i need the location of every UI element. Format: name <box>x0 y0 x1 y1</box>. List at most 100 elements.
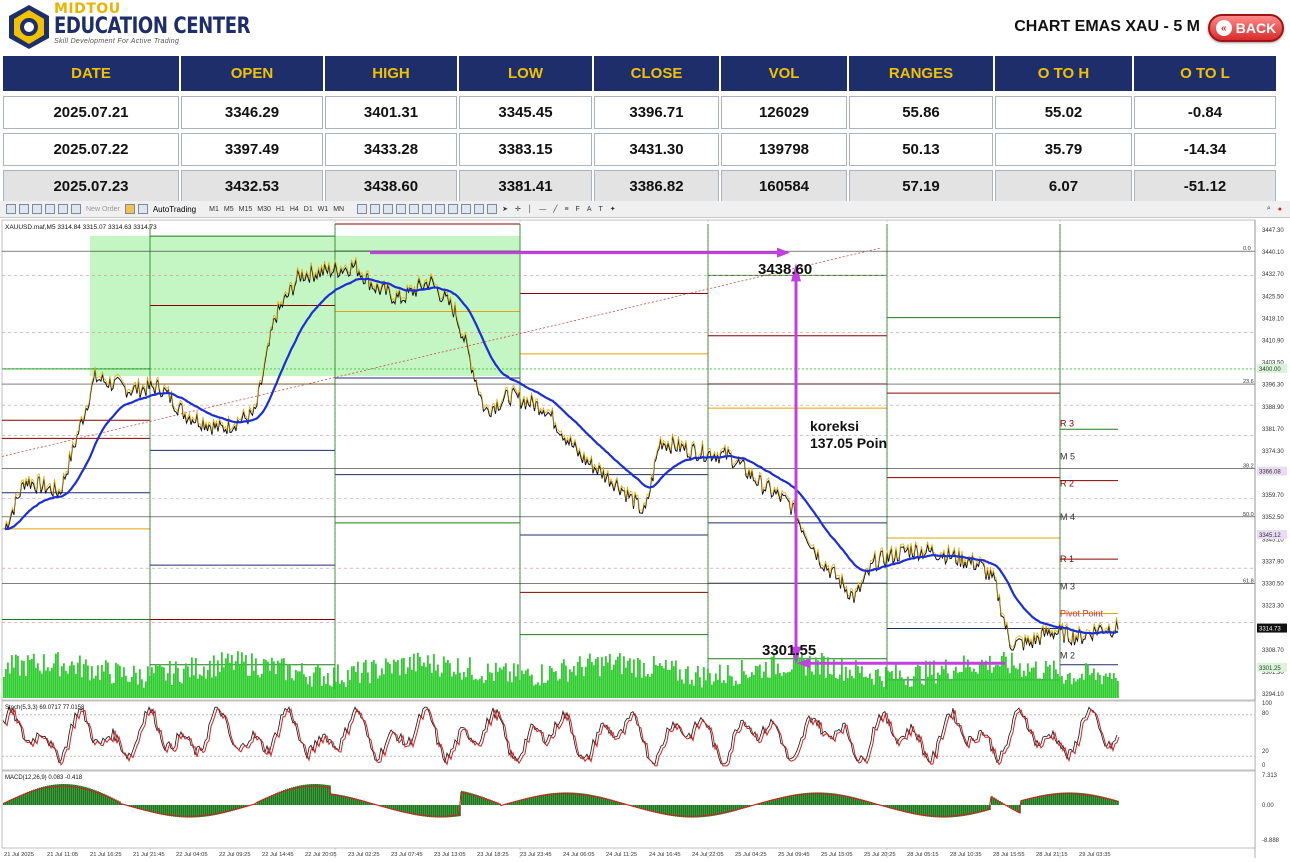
volume-bar <box>339 683 341 698</box>
search-icon[interactable]: ⌕ <box>1266 205 1271 212</box>
volume-bar <box>255 658 257 698</box>
timeframe-mn[interactable]: MN <box>333 205 345 213</box>
volume-bar <box>27 655 29 698</box>
volume-bar <box>175 661 177 698</box>
macd-bar <box>575 792 577 805</box>
volume-bar <box>73 665 75 698</box>
indicators-icon[interactable] <box>461 204 472 214</box>
templates-icon[interactable] <box>487 204 498 214</box>
autotrading-button[interactable]: AutoTrading <box>152 204 197 214</box>
profiles-icon[interactable] <box>19 204 29 214</box>
volume-bar <box>945 659 947 698</box>
shapes-icon[interactable]: ✦ <box>609 206 616 213</box>
close-icon[interactable]: ● <box>1277 205 1282 213</box>
macd-bar <box>893 805 895 810</box>
volume-bar <box>655 664 657 698</box>
signals-icon[interactable] <box>137 204 148 214</box>
macd-bar <box>1091 794 1093 805</box>
price-tick: 3432.70 <box>1262 272 1284 278</box>
macd-bar <box>517 800 519 805</box>
timeframe-h4[interactable]: H4 <box>289 205 299 213</box>
zoom-in-icon[interactable] <box>396 204 407 214</box>
time-label: 25 Jul 04:25 <box>735 852 767 858</box>
new-chart-icon[interactable] <box>6 204 16 214</box>
timeframe-h1[interactable]: H1 <box>275 205 285 213</box>
macd-bar <box>607 798 609 805</box>
volume-bar <box>1011 652 1013 698</box>
periods-icon[interactable] <box>474 204 485 214</box>
vertical-line-icon[interactable]: │ <box>527 205 533 213</box>
volume-bar <box>507 681 509 698</box>
timeframe-m1[interactable]: M1 <box>209 205 219 213</box>
zoom-out-icon[interactable] <box>409 204 420 214</box>
macd-bar <box>925 805 927 817</box>
volume-bar <box>673 666 675 698</box>
terminal-icon[interactable] <box>58 204 68 214</box>
cursor-icon[interactable]: ➤ <box>502 206 508 213</box>
macd-bar <box>871 802 873 805</box>
line-chart-icon[interactable] <box>383 204 394 214</box>
volume-bar <box>109 674 111 698</box>
volume-bar <box>759 664 761 698</box>
volume-bar <box>1005 656 1007 698</box>
navigator-icon[interactable] <box>45 204 55 214</box>
volume-bar <box>571 671 573 698</box>
chart-shift-icon[interactable] <box>448 204 459 214</box>
volume-bar <box>1001 655 1003 698</box>
tile-windows-icon[interactable] <box>422 204 433 214</box>
back-button[interactable]: « BACK <box>1208 14 1284 42</box>
page-title: CHART EMAS XAU - 5 M <box>1014 18 1200 35</box>
candle-chart-icon[interactable] <box>370 204 381 214</box>
volume-bar <box>489 672 491 698</box>
macd-bar <box>813 792 815 805</box>
macd-bar <box>1107 797 1109 805</box>
macd-tick: 7.313 <box>1262 773 1278 779</box>
fibo-icon[interactable]: F <box>575 205 580 213</box>
timeframe-m5[interactable]: M5 <box>223 205 234 213</box>
macd-bar <box>267 796 269 805</box>
macd-bar <box>731 805 733 812</box>
macd-bar <box>721 805 723 815</box>
crosshair-icon[interactable]: ✛ <box>514 206 521 213</box>
new-order-button[interactable]: New Order <box>86 205 120 213</box>
volume-bar <box>981 659 983 698</box>
trendline-icon[interactable]: ╱ <box>553 206 558 213</box>
macd-bar <box>463 791 465 805</box>
macd-bar <box>649 805 651 812</box>
volume-bar <box>241 652 243 698</box>
bar-chart-icon[interactable] <box>357 204 368 214</box>
macd-bar <box>509 803 511 805</box>
text-icon[interactable]: A <box>586 205 592 213</box>
macd-bar <box>787 795 789 805</box>
macd-bar <box>1017 805 1019 813</box>
volume-bar <box>397 660 399 698</box>
market-watch-icon[interactable] <box>32 204 42 214</box>
volume-bar <box>245 655 247 698</box>
tester-icon[interactable] <box>71 204 81 214</box>
volume-bar <box>211 677 213 698</box>
label-icon[interactable]: T <box>598 205 603 213</box>
channel-icon[interactable]: ≡ <box>564 205 569 213</box>
macd-bar <box>651 805 653 812</box>
volume-bar <box>503 666 505 698</box>
table-cell: 50.13 <box>849 133 993 166</box>
volume-bar <box>45 670 47 698</box>
macd-bar <box>1065 792 1067 805</box>
timeframe-m30[interactable]: M30 <box>257 205 271 213</box>
timeframe-w1[interactable]: W1 <box>317 205 329 213</box>
macd-bar <box>777 798 779 805</box>
macd-bar <box>153 805 155 813</box>
macd-bar <box>351 797 353 805</box>
timeframe-d1[interactable]: D1 <box>303 205 313 213</box>
timeframe-m15[interactable]: M15 <box>238 205 253 213</box>
horizontal-line-icon[interactable]: — <box>539 205 547 213</box>
auto-scroll-icon[interactable] <box>435 204 446 214</box>
volume-bar <box>745 674 747 698</box>
metaeditor-icon[interactable] <box>124 204 135 214</box>
macd-bar <box>47 785 49 805</box>
macd-bar <box>77 785 79 805</box>
macd-bar <box>315 784 317 805</box>
macd-bar <box>309 784 311 805</box>
volume-bar <box>369 683 371 698</box>
